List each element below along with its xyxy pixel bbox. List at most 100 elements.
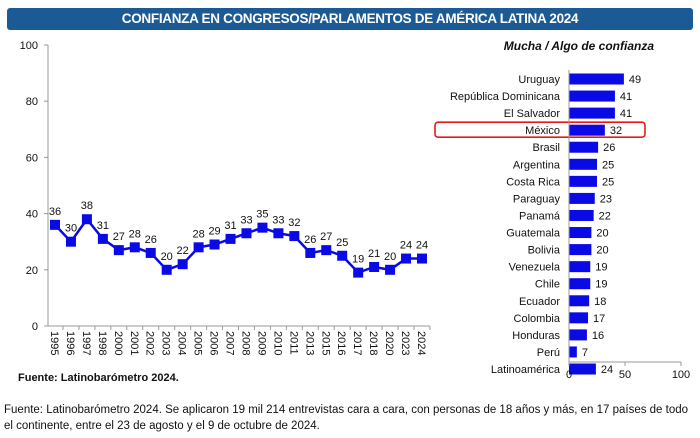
data-label: 30 xyxy=(65,223,77,235)
x-tick-label: 2003 xyxy=(160,331,172,355)
bar-category-label: Perú xyxy=(537,347,560,359)
data-label: 31 xyxy=(224,220,236,232)
x-tick-label: 2002 xyxy=(144,331,156,355)
data-point xyxy=(401,253,412,264)
data-point xyxy=(321,245,332,256)
bar xyxy=(569,175,597,187)
data-point xyxy=(145,247,156,258)
chart-title: CONFIANZA EN CONGRESOS/PARLAMENTOS DE AM… xyxy=(7,8,693,30)
bar-value-label: 32 xyxy=(610,125,622,137)
bar-value-label: 41 xyxy=(620,108,632,120)
data-label: 29 xyxy=(208,226,220,238)
bar-category-label: Uruguay xyxy=(518,74,560,86)
data-label: 21 xyxy=(368,248,380,260)
bar-value-label: 20 xyxy=(596,228,608,240)
data-point xyxy=(417,253,427,264)
bar-value-label: 23 xyxy=(600,193,612,205)
x-tick-label: 2018 xyxy=(367,331,379,355)
y-tick-label: 100 xyxy=(20,40,38,52)
bar-value-label: 49 xyxy=(629,74,641,86)
x-tick-label: 2006 xyxy=(208,331,220,355)
data-point xyxy=(161,264,172,275)
bar-value-label: 18 xyxy=(594,296,606,308)
x-tick-label: 1996 xyxy=(64,331,76,355)
y-tick-label: 20 xyxy=(26,265,38,277)
data-point xyxy=(209,239,220,250)
y-tick-label: 60 xyxy=(26,152,38,164)
bar-value-label: 25 xyxy=(602,159,614,171)
x-tick-label: 2023 xyxy=(399,331,411,355)
chart-canvas: 0 20 40 60 80 100 36 1995 30 1996 38 1997 31 1998 27 20… xyxy=(20,39,691,381)
data-label: 27 xyxy=(320,231,332,243)
x-tick-label: 2000 xyxy=(112,331,124,355)
highlight-box xyxy=(434,121,646,138)
x-tick-label: 2011 xyxy=(287,331,299,355)
bar-value-label: 25 xyxy=(602,176,614,188)
x-tick-label: 1995 xyxy=(48,331,60,355)
data-point xyxy=(289,231,300,242)
bar-category-label: Brasil xyxy=(532,142,560,154)
data-point xyxy=(50,219,60,230)
x-tick-label: 2010 xyxy=(271,331,283,355)
x-tick-label: 2004 xyxy=(176,331,188,355)
bar xyxy=(569,124,605,136)
x-tick-label: 2020 xyxy=(383,331,395,355)
bar-x-tick-label: 0 xyxy=(566,369,572,381)
bar-value-label: 19 xyxy=(595,279,607,291)
bar xyxy=(569,158,597,170)
bar-category-label: Latinoamérica xyxy=(491,364,561,376)
bar xyxy=(569,346,577,358)
x-tick-label: 1997 xyxy=(80,331,92,355)
bar xyxy=(569,244,592,256)
data-label: 33 xyxy=(272,214,284,226)
bar xyxy=(569,107,615,119)
bar-value-label: 26 xyxy=(603,142,615,154)
data-point xyxy=(257,222,268,233)
bar-category-label: Bolivia xyxy=(528,245,561,257)
bar-value-label: 24 xyxy=(601,364,613,376)
bar-x-tick-label: 100 xyxy=(672,369,690,381)
data-label: 20 xyxy=(161,251,173,263)
bar-value-label: 7 xyxy=(582,347,588,359)
x-tick-label: 2013 xyxy=(303,331,315,355)
bar xyxy=(569,295,590,307)
data-point xyxy=(177,259,188,270)
bar-category-label: Paraguay xyxy=(513,193,561,205)
bar-category-label: Honduras xyxy=(512,330,560,342)
data-point xyxy=(129,242,140,253)
bar-value-label: 22 xyxy=(599,210,611,222)
data-label: 20 xyxy=(384,251,396,263)
data-point xyxy=(225,233,236,244)
bar-category-label: Venezuela xyxy=(509,262,561,274)
data-point xyxy=(353,267,364,278)
data-label: 32 xyxy=(288,217,300,229)
bar xyxy=(569,363,596,375)
bar-category-label: México xyxy=(525,125,560,137)
bar-category-label: Ecuador xyxy=(519,296,560,308)
data-point xyxy=(65,236,76,247)
data-label: 24 xyxy=(416,240,428,252)
x-tick-label: 2009 xyxy=(255,331,267,355)
bar-x-tick-label: 50 xyxy=(619,369,631,381)
bar-value-label: 20 xyxy=(596,245,608,257)
bar-value-label: 16 xyxy=(592,330,604,342)
data-label: 22 xyxy=(177,245,189,257)
data-label: 31 xyxy=(97,220,109,232)
data-label: 36 xyxy=(49,206,61,218)
bar-chart-title: Mucha / Algo de confianza xyxy=(504,39,655,53)
bar-category-label: Argentina xyxy=(513,159,561,171)
data-label: 38 xyxy=(81,200,93,212)
bar-value-label: 17 xyxy=(593,313,605,325)
bar-category-label: Colombia xyxy=(514,313,561,325)
line-chart-source: Fuente: Latinobarómetro 2024. xyxy=(18,372,179,384)
data-point xyxy=(273,228,284,239)
bar xyxy=(569,312,589,324)
x-tick-label: 1998 xyxy=(96,331,108,355)
data-label: 25 xyxy=(336,237,348,249)
y-tick-label: 0 xyxy=(32,321,38,333)
bar xyxy=(569,261,591,273)
bar-category-label: Guatemala xyxy=(506,228,561,240)
x-tick-label: 2024 xyxy=(415,331,427,355)
data-point xyxy=(113,245,124,256)
